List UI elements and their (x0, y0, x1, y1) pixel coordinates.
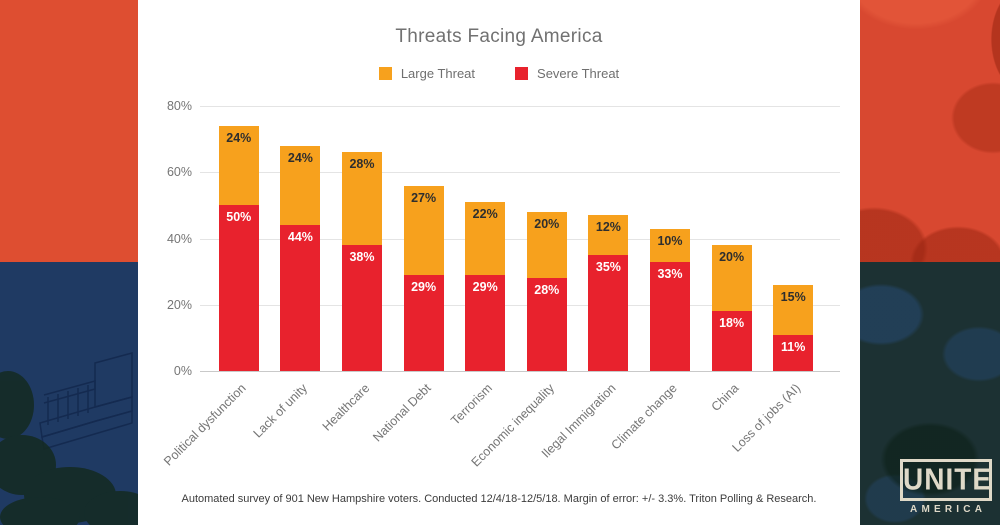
legend-item-severe-threat: Severe Threat (515, 66, 619, 81)
x-axis-label: National Debt (370, 381, 434, 445)
bar-healthcare: 28% 38% (342, 152, 382, 371)
y-axis-tick-label: 40% (166, 231, 192, 246)
gridline (200, 172, 840, 174)
legend-item-large-threat: Large Threat (378, 66, 476, 81)
bar-value-label-severe: 50% (226, 210, 252, 225)
bar-value-label-severe: 18% (719, 316, 745, 331)
bar-segment-large-threat: 27% (403, 185, 444, 275)
y-axis-tick-label: 20% (166, 297, 192, 312)
bar-segment-severe-threat: 38% (342, 245, 382, 371)
bar-segment-severe-threat: 50% (218, 205, 259, 371)
background-bottom-right-dark-trees (860, 262, 1000, 525)
bar-segment-severe-threat: 28% (526, 278, 567, 371)
bar-value-label-large: 20% (719, 250, 745, 265)
bar-loss-of-jobs-ai-: 15% 11% (773, 284, 814, 371)
bar-segment-severe-threat: 29% (465, 274, 506, 371)
background-bottom-left-navy (0, 262, 138, 525)
gridline (200, 106, 840, 107)
x-axis-label: China (708, 381, 742, 415)
legend-label-severe-threat: Severe Threat (537, 66, 620, 81)
x-axis-label: Healthcare (319, 381, 372, 434)
bar-segment-severe-threat: 29% (403, 274, 444, 371)
gridline (200, 304, 840, 306)
bar-value-label-severe: 28% (534, 283, 560, 298)
plot-area: 0% 20% 40% 60% 80% 24% 50% Political dysfunctio… (161, 99, 840, 470)
source-note: Automated survey of 901 New Hampshire vo… (181, 493, 817, 505)
legend: Large Threat Severe Threat (138, 66, 860, 81)
legend-label-large-threat: Large Threat (400, 66, 476, 81)
bar-value-label-severe: 11% (781, 339, 806, 354)
unite-america-logo: UNITE AMERICA (900, 459, 992, 515)
bar-value-label-large: 15% (780, 289, 806, 304)
background-top-left-orange (0, 0, 138, 262)
bar-value-label-large: 12% (595, 220, 621, 235)
bar-value-label-large: 20% (534, 217, 560, 231)
bar-value-label-large: 24% (287, 150, 313, 165)
bar-ilegal-immigration: 12% 35% (588, 215, 629, 371)
bar-segment-large-threat: 10% (650, 228, 690, 262)
y-axis-tick-label: 80% (166, 99, 192, 113)
bar-segment-large-threat: 28% (342, 152, 382, 246)
bar-segment-large-threat: 20% (526, 212, 567, 279)
bar-political-dysfunction: 24% 50% (218, 125, 259, 371)
bar-terrorism: 22% 29% (465, 202, 506, 371)
bar-value-label-large: 24% (226, 130, 252, 145)
bar-value-label-severe: 35% (595, 260, 621, 275)
bar-value-label-severe: 44% (287, 230, 313, 245)
bar-segment-severe-threat: 11% (773, 334, 814, 371)
logo-text-america: AMERICA (910, 504, 987, 515)
bar-national-debt: 27% 29% (403, 185, 444, 371)
bar-climate-change: 10% 33% (650, 228, 690, 371)
x-axis-label: Lack of unity (250, 381, 311, 441)
x-axis-label: Climate change (608, 381, 680, 453)
background-top-right-orange-trees (860, 0, 1000, 262)
x-axis-label: Political dysfunction (161, 381, 249, 469)
bar-segment-large-threat: 20% (711, 245, 752, 312)
gridline (200, 238, 840, 240)
gridline (200, 371, 840, 372)
legend-swatch-severe-threat (515, 67, 529, 80)
bar-segment-severe-threat: 18% (711, 311, 752, 371)
bar-value-label-large: 22% (472, 207, 498, 222)
y-axis-tick-label: 0% (173, 364, 192, 378)
bar-segment-severe-threat: 44% (280, 225, 321, 371)
x-axis-label: Terrorism (448, 381, 496, 428)
bar-segment-large-threat: 24% (280, 145, 321, 226)
bar-economic-inequality: 20% 28% (526, 212, 567, 371)
bar-value-label-severe: 38% (349, 250, 375, 265)
bar-value-label-large: 10% (657, 233, 683, 248)
bar-value-label-severe: 29% (472, 279, 498, 294)
bar-china: 20% 18% (711, 245, 752, 371)
tree-texture (860, 0, 1000, 262)
bar-lack-of-unity: 24% 44% (280, 145, 321, 371)
chart-title: Threats Facing America (395, 26, 603, 47)
logo-text-unite: UNITE (903, 462, 992, 497)
bar-value-label-severe: 29% (411, 279, 437, 294)
logo-box: UNITE (900, 459, 992, 501)
bar-value-label-large: 28% (349, 157, 375, 172)
legend-swatch-large-threat (378, 67, 392, 80)
building-silhouette-image (0, 352, 138, 525)
bar-segment-large-threat: 12% (588, 215, 629, 256)
chart-card: Threats Facing America Large Threat Seve… (138, 0, 860, 525)
bar-segment-large-threat: 22% (465, 202, 506, 275)
bar-segment-large-threat: 24% (218, 125, 259, 206)
bar-value-label-large: 27% (411, 190, 437, 205)
tree-texture (860, 262, 1000, 525)
y-axis-tick-label: 60% (166, 165, 192, 180)
bar-segment-severe-threat: 35% (588, 255, 629, 371)
bar-segment-severe-threat: 33% (650, 261, 690, 371)
bar-value-label-severe: 33% (657, 266, 683, 281)
bar-segment-large-threat: 15% (773, 284, 814, 335)
